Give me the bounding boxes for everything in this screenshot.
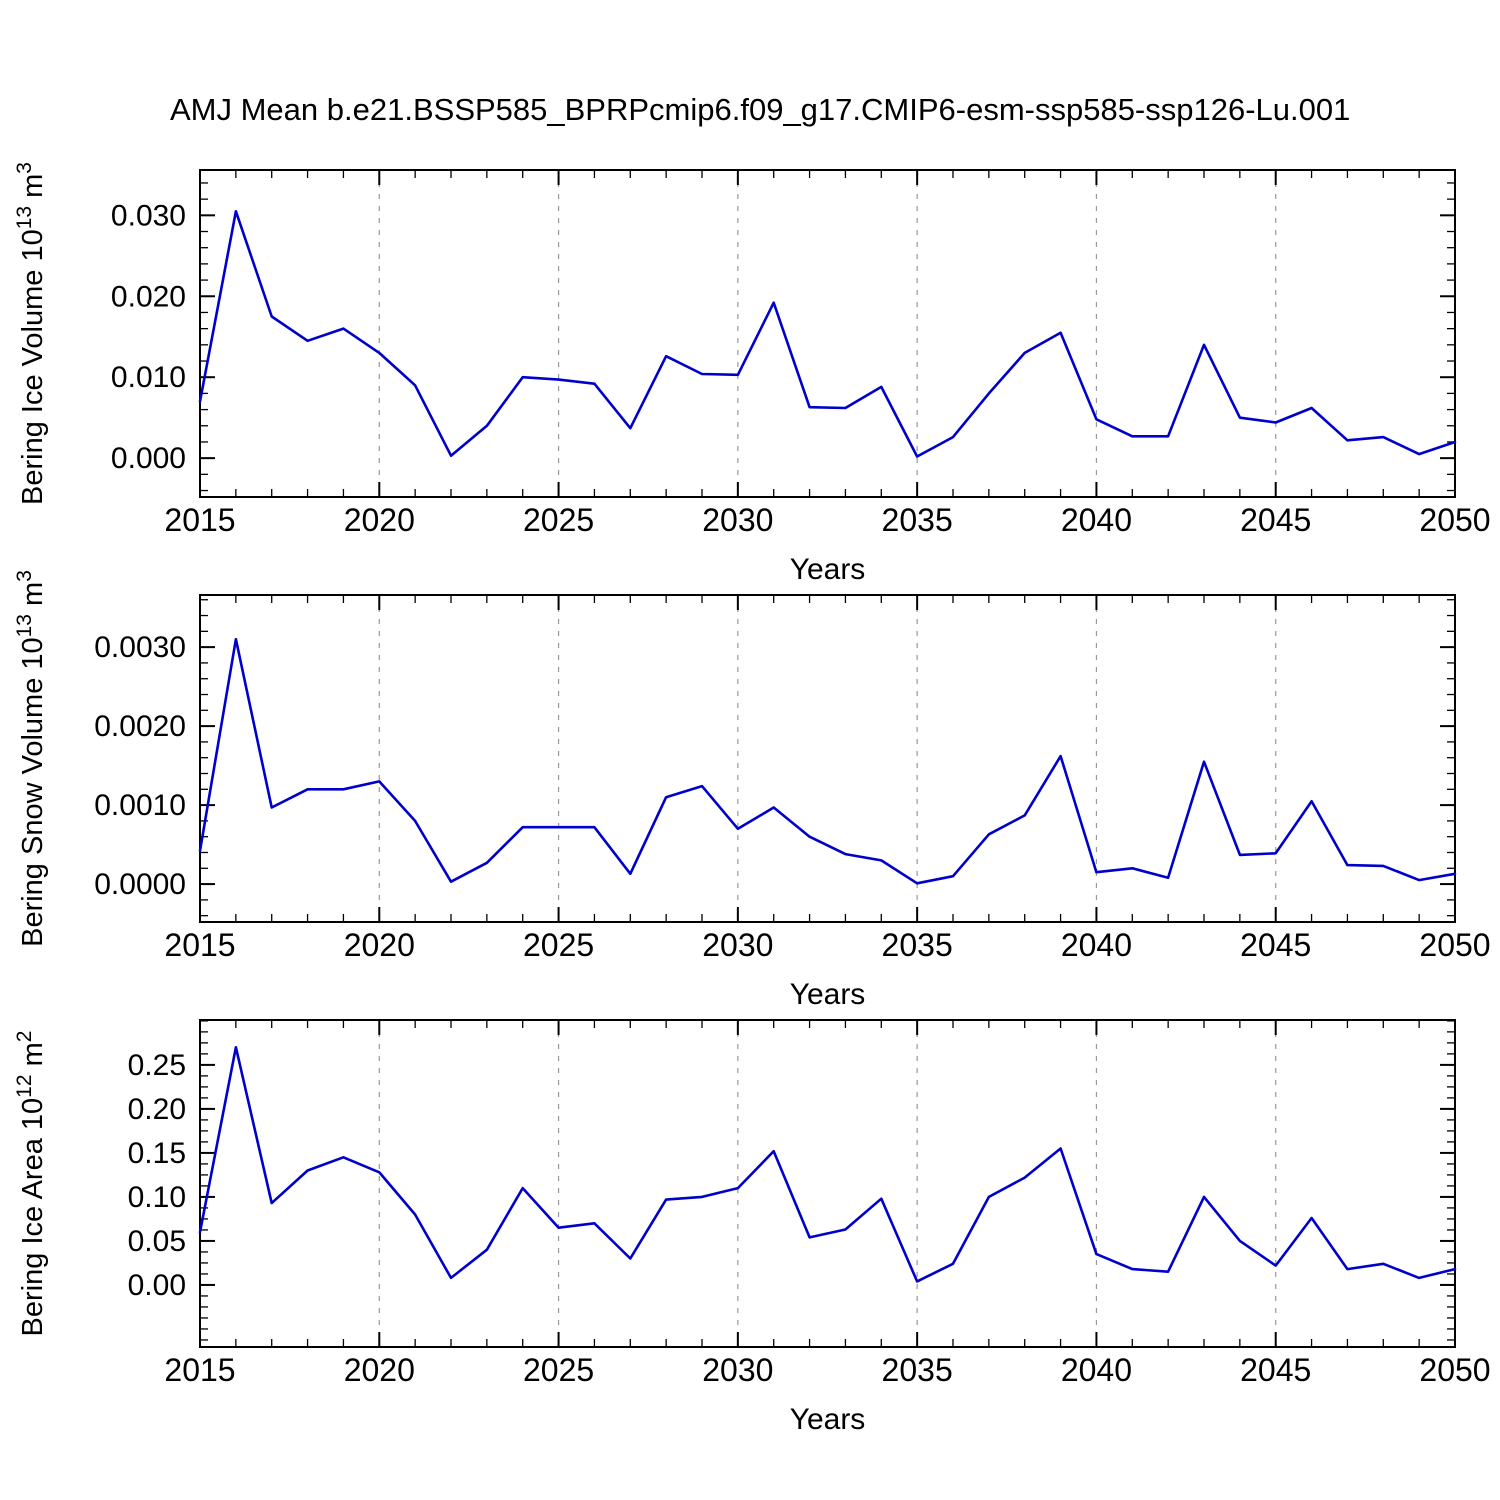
svg-text:2035: 2035 (882, 502, 953, 538)
series-line (198, 210, 1457, 458)
gridlines (378, 1020, 1277, 1347)
axis-box (199, 594, 1456, 923)
svg-text:0.0030: 0.0030 (94, 631, 186, 664)
gridlines (378, 595, 1277, 922)
svg-text:2025: 2025 (523, 1352, 594, 1388)
x-tick-labels: 2015 2020 2025 2030 2035 2040 2045 2050 (164, 502, 1490, 538)
svg-text:0.000: 0.000 (111, 442, 186, 475)
svg-text:2020: 2020 (344, 1352, 415, 1388)
ticks (199, 170, 1456, 497)
svg-text:2045: 2045 (1240, 502, 1311, 538)
series-line (198, 637, 1457, 885)
svg-text:2020: 2020 (344, 502, 415, 538)
axis-box (199, 1019, 1456, 1348)
svg-text:2015: 2015 (164, 502, 235, 538)
svg-text:0.010: 0.010 (111, 361, 186, 394)
plot-title: AMJ Mean b.e21.BSSP585_BPRPcmip6.f09_g17… (170, 92, 1351, 127)
bering-ice-area-chart: 2015 2020 2025 2030 2035 2040 2045 2050 0.00 0.05… (13, 1019, 1491, 1436)
svg-text:0.030: 0.030 (111, 199, 186, 232)
svg-text:0.0010: 0.0010 (94, 789, 186, 822)
svg-text:2040: 2040 (1061, 1352, 1132, 1388)
svg-text:2015: 2015 (164, 927, 235, 963)
svg-text:2035: 2035 (882, 1352, 953, 1388)
svg-text:2035: 2035 (882, 927, 953, 963)
svg-text:0.0020: 0.0020 (94, 710, 186, 743)
y-axis-title: Bering Ice Volume 1013 m3 (13, 162, 49, 505)
axis-box (199, 169, 1456, 498)
svg-text:2050: 2050 (1419, 502, 1490, 538)
gridlines (378, 170, 1277, 497)
svg-text:Bering Ice Volume 1013 m3: Bering Ice Volume 1013 m3 (13, 162, 49, 505)
svg-text:2030: 2030 (702, 502, 773, 538)
x-tick-labels: 2015 2020 2025 2030 2035 2040 2045 2050 (164, 1352, 1490, 1388)
bering-snow-volume-chart: 2015 2020 2025 2030 2035 2040 2045 20500.00000.… (13, 570, 1491, 1011)
svg-text:2025: 2025 (523, 927, 594, 963)
svg-text:0.10: 0.10 (128, 1181, 186, 1214)
svg-text:0.20: 0.20 (128, 1093, 186, 1126)
x-tick-labels: 2015 2020 2025 2030 2035 2040 2045 2050 (164, 927, 1490, 963)
y-tick-labels: 0.000 0.010 0.020 0.030 (111, 199, 186, 475)
svg-text:2015: 2015 (164, 1352, 235, 1388)
y-axis-title: Bering Ice Area 1012 m2 (13, 1031, 49, 1337)
x-axis-title: Years (790, 1403, 866, 1436)
series-line (198, 1046, 1457, 1283)
svg-text:2050: 2050 (1419, 1352, 1490, 1388)
svg-text:Bering Ice Area 1012 m2: Bering Ice Area 1012 m2 (13, 1031, 49, 1337)
y-tick-labels: 0.00 0.05 0.10 0.15 0.20 0.25 (128, 1049, 186, 1302)
svg-text:2025: 2025 (523, 502, 594, 538)
svg-text:0.020: 0.020 (111, 280, 186, 313)
svg-text:0.05: 0.05 (128, 1225, 186, 1258)
y-tick-labels: 0.0000 0.0010 0.0020 0.0030 (94, 631, 186, 901)
svg-text:0.15: 0.15 (128, 1137, 186, 1170)
svg-text:2040: 2040 (1061, 927, 1132, 963)
svg-text:2040: 2040 (1061, 502, 1132, 538)
x-axis-title: Years (790, 553, 866, 586)
x-axis-title: Years (790, 978, 866, 1011)
svg-text:0.25: 0.25 (128, 1049, 186, 1082)
svg-text:2030: 2030 (702, 1352, 773, 1388)
svg-text:2045: 2045 (1240, 1352, 1311, 1388)
svg-text:0.00: 0.00 (128, 1269, 186, 1302)
svg-text:2050: 2050 (1419, 927, 1490, 963)
ticks (199, 595, 1456, 922)
ticks (199, 1020, 1456, 1347)
bering-ice-volume-chart: 2015 2020 2025 2030 2035 2040 2045 20500.0000.0… (13, 162, 1491, 586)
svg-text:Bering Snow Volume 1013 m3: Bering Snow Volume 1013 m3 (13, 570, 49, 947)
svg-text:2020: 2020 (344, 927, 415, 963)
svg-text:2030: 2030 (702, 927, 773, 963)
svg-text:2045: 2045 (1240, 927, 1311, 963)
svg-text:0.0000: 0.0000 (94, 868, 186, 901)
y-axis-title: Bering Snow Volume 1013 m3 (13, 570, 49, 947)
